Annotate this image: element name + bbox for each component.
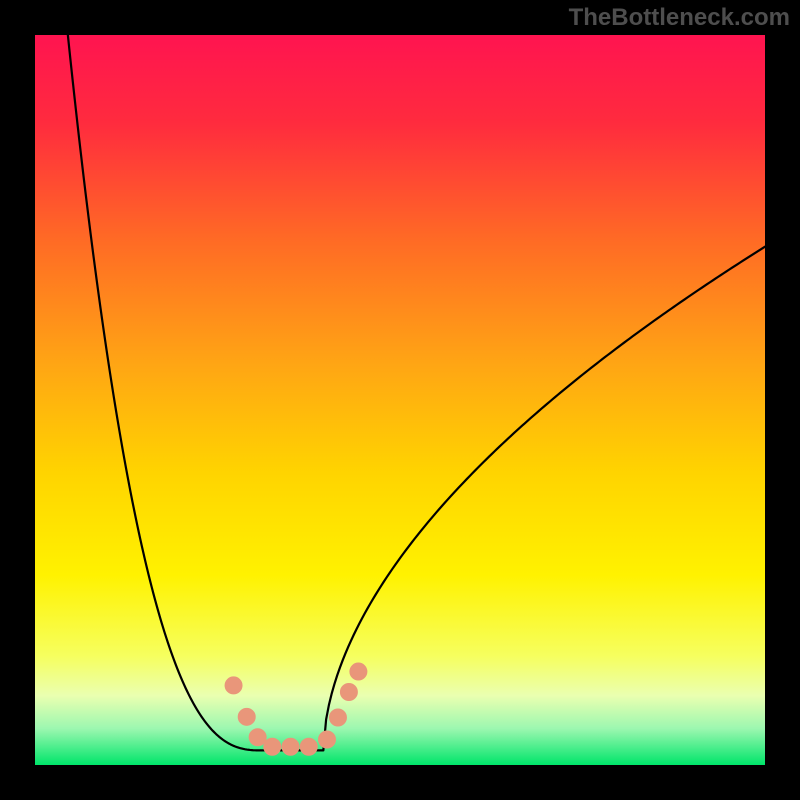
- marker-point: [264, 738, 281, 755]
- marker-point: [282, 738, 299, 755]
- marker-point: [319, 731, 336, 748]
- marker-point: [225, 677, 242, 694]
- watermark-text: TheBottleneck.com: [569, 4, 790, 32]
- marker-point: [329, 709, 346, 726]
- chart-container: TheBottleneck.com: [0, 0, 800, 800]
- marker-point: [350, 663, 367, 680]
- plot-background: [35, 35, 765, 765]
- marker-point: [300, 738, 317, 755]
- marker-point: [238, 708, 255, 725]
- marker-point: [249, 729, 266, 746]
- bottleneck-chart: [0, 0, 800, 800]
- marker-point: [340, 684, 357, 701]
